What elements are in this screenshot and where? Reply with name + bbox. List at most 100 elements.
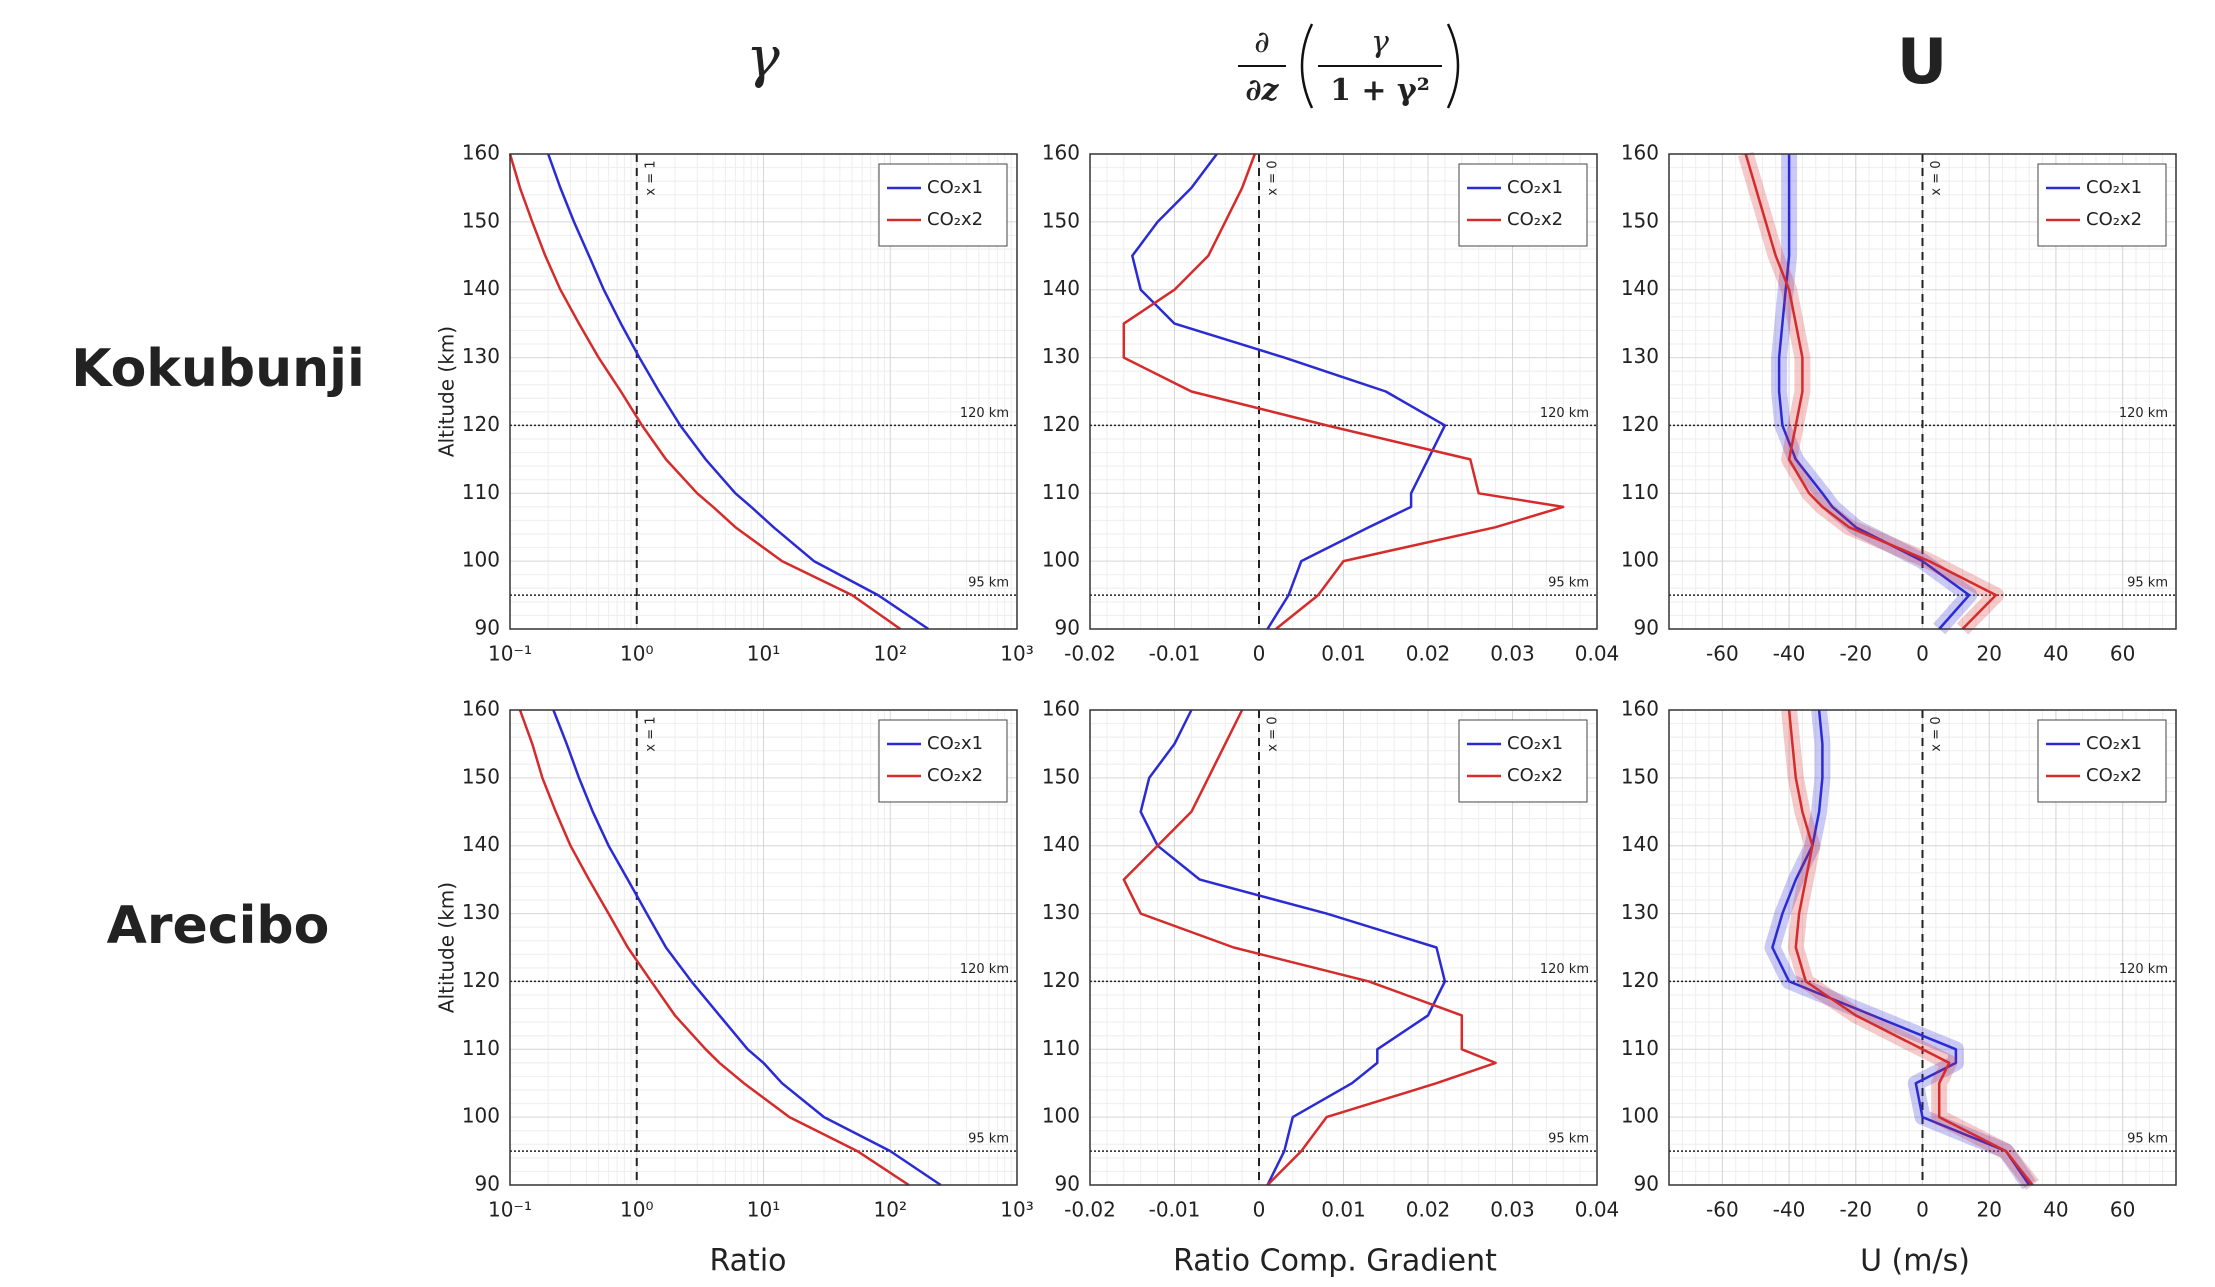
series-line <box>1122 153 1565 630</box>
x-tick-label: 0 <box>1916 642 1929 666</box>
reference-label: x = 1 <box>643 160 658 195</box>
reference-label: 120 km <box>960 962 1009 977</box>
y-tick-label: 120 <box>1621 412 1659 436</box>
y-tick-label: 100 <box>1042 1104 1080 1128</box>
reference-label: 120 km <box>1540 406 1589 421</box>
x-tick-label: 10⁰ <box>620 642 653 666</box>
numerator: γ <box>1371 25 1389 60</box>
y-tick-label: 150 <box>1621 764 1659 788</box>
x-tick-label: -0.02 <box>1064 642 1116 666</box>
legend-box <box>2037 163 2167 247</box>
operator-top: ∂ <box>1254 25 1270 60</box>
x-tick-label: -20 <box>1839 1198 1872 1222</box>
series-line <box>1771 709 2031 1186</box>
y-tick-label: 110 <box>1042 1036 1080 1060</box>
reference-label: x = 0 <box>1266 716 1281 751</box>
reference-label: 95 km <box>968 1132 1009 1147</box>
x-tick-label: 10⁻¹ <box>488 642 532 666</box>
reference-label: x = 0 <box>1929 716 1944 751</box>
y-tick-label: 120 <box>462 412 500 436</box>
x-tick-label: 0 <box>1253 1198 1266 1222</box>
series-line <box>518 709 910 1187</box>
y-tick-label: 130 <box>462 900 500 924</box>
x-tick-label: 0.04 <box>1575 1198 1620 1222</box>
legend-label: CO₂x2 <box>1507 765 1563 786</box>
x-tick-label: 40 <box>2043 642 2068 666</box>
column-title: U <box>1897 25 1947 98</box>
x-tick-label: -0.01 <box>1149 1198 1201 1222</box>
y-tick-label: 110 <box>1042 480 1080 504</box>
plot-frame <box>509 153 1018 630</box>
legend-box <box>2037 719 2167 803</box>
y-tick-label: 100 <box>462 548 500 572</box>
x-tick-label: 0.01 <box>1321 642 1366 666</box>
y-tick-label: 150 <box>1621 208 1659 232</box>
x-tick-label: 0.03 <box>1490 1198 1535 1222</box>
legend-box <box>878 719 1008 803</box>
x-tick-label: 10³ <box>1000 642 1033 666</box>
x-tick-label: -40 <box>1773 1198 1806 1222</box>
paren <box>1300 23 1314 109</box>
x-tick-label: 10³ <box>1000 1198 1033 1222</box>
y-tick-label: 120 <box>462 968 500 992</box>
x-tick-label: -40 <box>1773 642 1806 666</box>
reference-label: 120 km <box>2119 962 2168 977</box>
series-line <box>508 153 902 631</box>
y-tick-label: 90 <box>1055 616 1080 640</box>
y-tick-label: 90 <box>475 1172 500 1196</box>
y-tick-label: 120 <box>1042 412 1080 436</box>
y-tick-label: 160 <box>462 697 500 721</box>
uncertainty-band <box>1764 709 2036 1190</box>
reference-label: 120 km <box>960 406 1009 421</box>
column-title-math: ∂ ∂z γ 1 + γ² <box>1238 23 1460 109</box>
y-tick-label: 120 <box>1621 968 1659 992</box>
y-axis-label: Altitude (km) <box>435 882 459 1013</box>
series-line <box>1744 153 1998 630</box>
x-tick-label: 60 <box>2110 642 2135 666</box>
x-tick-label: 20 <box>1976 642 2001 666</box>
legend-box <box>878 163 1008 247</box>
y-tick-label: 140 <box>1042 276 1080 300</box>
y-tick-label: 90 <box>1634 616 1659 640</box>
y-tick-label: 110 <box>1621 1036 1659 1060</box>
column-title: γ <box>746 26 780 91</box>
x-tick-label: 60 <box>2110 1198 2135 1222</box>
y-tick-label: 110 <box>462 480 500 504</box>
series-line <box>1787 709 2034 1186</box>
plot-frame <box>1089 709 1598 1186</box>
legend-label: CO₂x1 <box>2086 177 2142 198</box>
series-line <box>1131 153 1447 630</box>
x-tick-label: -0.01 <box>1149 642 1201 666</box>
y-tick-label: 130 <box>1042 900 1080 924</box>
y-tick-label: 100 <box>462 1104 500 1128</box>
reference-label: 95 km <box>968 576 1009 591</box>
legend-label: CO₂x2 <box>927 209 983 230</box>
x-tick-label: 0.02 <box>1406 642 1451 666</box>
reference-label: x = 1 <box>643 716 658 751</box>
y-tick-label: 160 <box>1042 141 1080 165</box>
x-tick-label: -60 <box>1706 642 1739 666</box>
x-tick-label: -0.02 <box>1064 1198 1116 1222</box>
x-tick-label: 0.03 <box>1490 642 1535 666</box>
y-tick-label: 90 <box>475 616 500 640</box>
legend-box <box>1458 719 1588 803</box>
reference-label: 120 km <box>1540 962 1589 977</box>
y-tick-label: 140 <box>1621 276 1659 300</box>
y-tick-label: 90 <box>1634 1172 1659 1196</box>
x-tick-label: 10⁻¹ <box>488 1198 532 1222</box>
y-tick-label: 110 <box>462 1036 500 1060</box>
x-axis-label: Ratio <box>709 1244 786 1279</box>
reference-label: 95 km <box>1548 576 1589 591</box>
y-tick-label: 160 <box>462 141 500 165</box>
reference-label: x = 0 <box>1266 160 1281 195</box>
paren <box>1446 23 1460 109</box>
reference-label: 120 km <box>2119 406 2168 421</box>
legend-label: CO₂x1 <box>1507 733 1563 754</box>
row-label: Arecibo <box>107 896 330 956</box>
y-tick-label: 160 <box>1042 697 1080 721</box>
x-tick-label: 40 <box>2043 1198 2068 1222</box>
y-tick-label: 140 <box>1621 832 1659 856</box>
x-axis-label: Ratio Comp. Gradient <box>1173 1244 1497 1279</box>
series-line <box>552 709 942 1187</box>
